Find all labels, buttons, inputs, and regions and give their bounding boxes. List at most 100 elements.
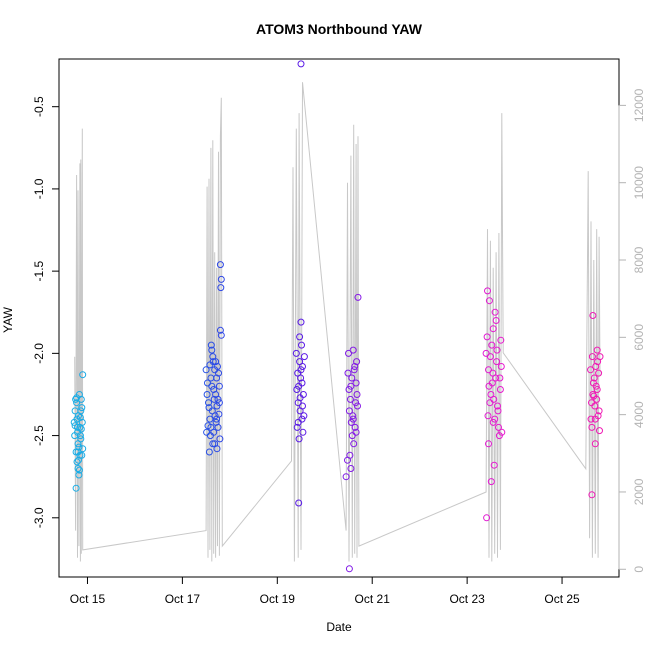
scatter-point: [351, 363, 359, 370]
scatter-point: [492, 317, 500, 324]
scatter-point: [77, 425, 85, 433]
scatter-point: [596, 353, 604, 361]
y-tick-label: -1.5: [32, 260, 46, 281]
scatter-point: [483, 333, 491, 341]
scatter-point: [487, 478, 495, 486]
scatter-point: [217, 284, 225, 292]
scatter-point: [211, 412, 219, 420]
scatter-point: [71, 422, 79, 430]
scatter-point: [491, 308, 499, 316]
scatter-point: [70, 418, 78, 426]
scatter-point: [345, 349, 352, 357]
y2-tick-label: 4000: [632, 401, 646, 428]
scatter-point: [347, 465, 355, 472]
scatter-point: [348, 374, 356, 382]
scatter-point: [344, 369, 352, 377]
scatter-point: [590, 392, 598, 400]
x-tick-label: Oct 21: [355, 592, 391, 606]
scatter-point: [213, 402, 221, 410]
y2-tick-label: 12000: [632, 88, 646, 122]
scatter-point: [490, 461, 498, 469]
scatter-point: [79, 445, 87, 453]
scatter-point: [354, 293, 362, 301]
scatter-point: [205, 399, 212, 407]
scatter-point: [299, 363, 306, 370]
scatter-point: [206, 415, 214, 423]
scatter-point: [298, 379, 306, 387]
scatter-point: [203, 391, 211, 398]
y-tick-label: -2.0: [32, 343, 46, 364]
scatter-point: [296, 333, 304, 341]
scatter-point: [300, 353, 308, 361]
y2-tick-label: 0: [632, 566, 646, 573]
scatter-point: [484, 287, 491, 295]
scatter-point: [217, 275, 225, 283]
scatter-point: [297, 318, 305, 326]
scatter-point: [484, 412, 492, 420]
scatter-point: [353, 391, 361, 398]
scatter-point: [205, 448, 213, 456]
scatter-point: [295, 435, 303, 443]
scatter-point: [350, 366, 358, 374]
scatter-point: [207, 341, 215, 349]
scatter-point: [498, 428, 506, 436]
scatter-point: [293, 423, 301, 431]
scatter-point: [485, 440, 492, 448]
scatter-point: [589, 379, 597, 387]
x-tick-label: Oct 15: [70, 592, 106, 606]
x-tick-label: Oct 25: [544, 592, 580, 606]
scatter-point: [77, 395, 85, 403]
scatter-point: [588, 353, 596, 361]
scatter-point: [496, 374, 504, 382]
scatter-point: [298, 341, 305, 349]
scatter-point: [596, 427, 603, 435]
scatter-point: [493, 346, 501, 354]
scatter-point: [73, 394, 81, 402]
scatter-point: [350, 440, 358, 448]
scatter-point: [489, 325, 497, 333]
scatter-point: [75, 466, 83, 474]
x-tick-label: Oct 17: [165, 592, 201, 606]
scatter-point: [591, 402, 599, 410]
scatter-point: [496, 386, 504, 393]
y-axis-label: YAW: [1, 306, 15, 333]
scatter-point: [347, 418, 355, 426]
scatter-point: [346, 395, 354, 403]
scatter-point: [203, 428, 211, 436]
scatter-point: [216, 261, 224, 269]
scatter-point: [595, 407, 603, 415]
x-tick-label: Oct 23: [449, 592, 485, 606]
scatter-point: [213, 415, 221, 423]
scatter-point: [294, 369, 302, 377]
y-axis: -0.5 -1.0 -1.5 -2.0 -2.5 -3.0: [32, 96, 60, 528]
scatter-point: [591, 440, 599, 448]
scatter-point: [485, 297, 493, 305]
scatter-point: [592, 363, 600, 370]
scatter-point: [294, 418, 302, 426]
scatter-point: [491, 415, 499, 423]
scatter-point: [297, 60, 305, 68]
scatter-point: [213, 445, 221, 453]
scatter-point: [494, 402, 501, 410]
scatter-point: [587, 366, 594, 374]
chart-title: ATOM3 Northbound YAW: [256, 21, 423, 37]
scatter-point: [295, 499, 303, 507]
scatter-point: [483, 514, 491, 522]
plot-frame: [58, 58, 620, 578]
scatter-point: [490, 395, 498, 403]
scatter-point: [292, 349, 300, 357]
scatter-point: [75, 456, 82, 464]
scatter-point: [590, 374, 598, 382]
scatter-point: [344, 456, 351, 464]
scatter-point: [497, 363, 505, 370]
scatter-point: [587, 415, 595, 423]
scatter-point: [494, 407, 502, 415]
scatter-point: [489, 369, 497, 377]
scatter-point: [210, 386, 218, 393]
scatter-point: [351, 423, 359, 431]
x-axis-label: Date: [326, 620, 352, 634]
scatter-point: [593, 346, 601, 354]
scatter-point: [588, 491, 596, 499]
scatter-point: [73, 399, 81, 407]
